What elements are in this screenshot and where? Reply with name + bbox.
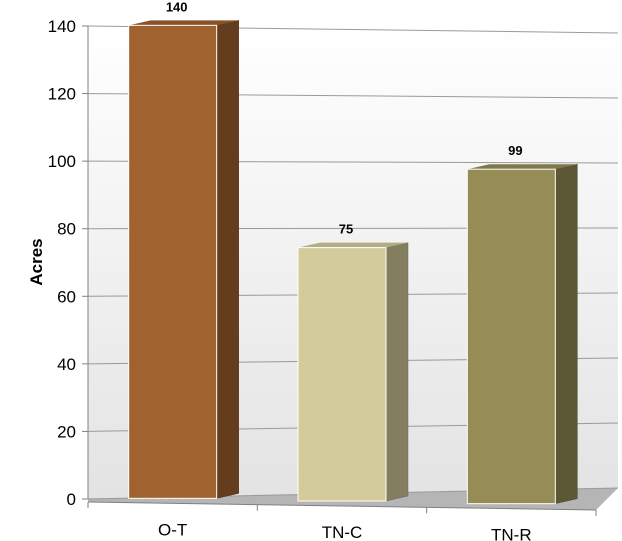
y-tick-label: 100: [48, 152, 76, 171]
y-tick-label: 140: [48, 17, 76, 36]
y-tick-label: 0: [67, 490, 76, 509]
y-tick-label: 60: [57, 287, 76, 306]
y-tick-label: 40: [57, 355, 76, 374]
bar-top: [298, 242, 408, 248]
bar-tn-c: [297, 247, 387, 502]
labels: 0 20 40 60 80 100 120 140 140 O-T 75 TN-C 99 TN-R: [48, 0, 532, 541]
bar-tn-r: [466, 168, 556, 505]
bar-o-t: [128, 24, 218, 499]
bar-side: [555, 163, 578, 504]
data-label: 140: [166, 0, 188, 14]
bar-top: [128, 20, 239, 26]
y-axis-label: Acres: [27, 238, 46, 285]
bar-top: [467, 164, 578, 170]
x-axis-line: [87, 501, 597, 511]
x-category-label: TN-R: [491, 526, 532, 541]
x-category-label: TN-C: [322, 523, 363, 541]
x-category-label: O-T: [158, 520, 187, 539]
y-tick-label: 80: [57, 220, 76, 239]
bar-side: [385, 242, 409, 502]
data-label: 75: [339, 222, 353, 237]
bar-side: [216, 20, 239, 499]
y-tick-label: 120: [48, 85, 76, 104]
data-label: 99: [508, 143, 522, 158]
axes: [82, 25, 597, 516]
y-tick-label: 20: [57, 422, 76, 441]
bars: [128, 20, 578, 505]
